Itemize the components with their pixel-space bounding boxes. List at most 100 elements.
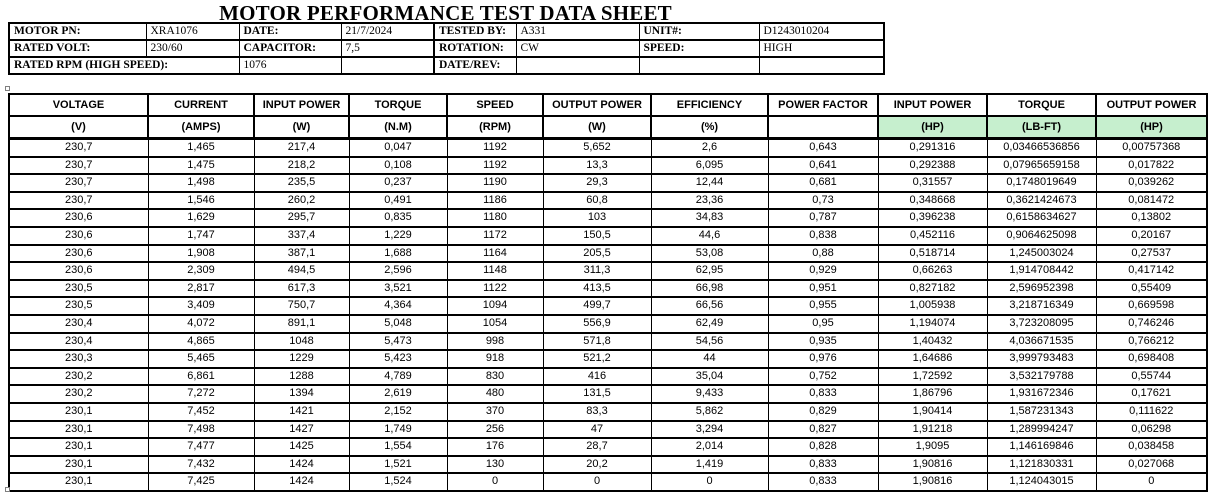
data-cell-output_power_w: 20,2 xyxy=(542,454,652,474)
data-cell-speed_rpm: 1148 xyxy=(446,261,544,280)
data-cell-efficiency: 62,95 xyxy=(650,261,769,280)
table-row: 230,1 7,432 1424 1,521 130 20,2 1,419 0,833 1,90… xyxy=(8,454,1208,474)
data-cell-current: 7,477 xyxy=(147,437,255,456)
data-cell-input_power_w: 1421 xyxy=(253,401,350,421)
data-cell-power_factor: 0,976 xyxy=(767,349,879,368)
header-row: VOLTAGE CURRENT INPUT POWER TORQUE SPEED OUTP… xyxy=(8,93,1208,116)
tested-by-label: TESTED BY: xyxy=(433,22,517,41)
column-header-output_power_hp: OUTPUT POWER xyxy=(1095,93,1208,116)
data-cell-speed_rpm: 1186 xyxy=(446,190,544,210)
data-cell-torque_lbft: 1,931672346 xyxy=(986,384,1097,403)
data-cell-voltage: 230,5 xyxy=(8,278,149,298)
performance-table: VOLTAGE CURRENT INPUT POWER TORQUE SPEED OUTP… xyxy=(8,93,1208,492)
data-cell-torque_lbft: 0,9064625098 xyxy=(986,225,1097,245)
data-cell-input_power_w: 1394 xyxy=(253,384,350,403)
data-cell-input_power_hp: 1,40432 xyxy=(877,331,988,351)
tested-by-value: A331 xyxy=(515,22,640,41)
data-cell-input_power_w: 1048 xyxy=(253,331,350,351)
column-header-torque_nm: TORQUE xyxy=(348,93,448,116)
data-cell-torque_lbft: 4,036671535 xyxy=(986,331,1097,351)
data-cell-speed_rpm: 1172 xyxy=(446,225,544,245)
column-unit-input_power_w: (W) xyxy=(253,115,350,140)
data-cell-current: 4,072 xyxy=(147,313,255,333)
data-cell-output_power_hp: 0,698408 xyxy=(1095,349,1208,368)
table-row: 230,7 1,465 217,4 0,047 1192 5,652 2,6 0,643 0,2… xyxy=(8,137,1208,157)
table-row: 230,1 7,477 1425 1,554 176 28,7 2,014 0,828 1,90… xyxy=(8,437,1208,456)
data-cell-power_factor: 0,73 xyxy=(767,190,879,210)
data-cell-input_power_hp: 1,86796 xyxy=(877,384,988,403)
data-cell-current: 6,861 xyxy=(147,366,255,386)
data-cell-current: 3,409 xyxy=(147,296,255,315)
rated-volt-value: 230/60 xyxy=(145,39,240,58)
data-cell-output_power_w: 150,5 xyxy=(542,225,652,245)
column-unit-torque_nm: (N.M) xyxy=(348,115,448,140)
data-cell-efficiency: 34,83 xyxy=(650,208,769,227)
data-cell-current: 7,498 xyxy=(147,419,255,439)
data-cell-output_power_hp: 0,017822 xyxy=(1095,155,1208,175)
table-anchor-handle-top[interactable] xyxy=(5,86,10,91)
data-cell-input_power_hp: 0,291316 xyxy=(877,137,988,157)
data-cell-output_power_w: 5,652 xyxy=(542,137,652,157)
data-cell-efficiency: 1,419 xyxy=(650,454,769,474)
data-cell-current: 7,272 xyxy=(147,384,255,403)
data-cell-torque_nm: 1,524 xyxy=(348,472,448,491)
data-cell-torque_nm: 1,688 xyxy=(348,243,448,263)
info-row-2: RATED VOLT: 230/60 CAPACITOR: 7,5 ROTATI… xyxy=(8,39,885,58)
capacitor-value: 7,5 xyxy=(340,39,435,58)
data-cell-efficiency: 35,04 xyxy=(650,366,769,386)
data-cell-current: 7,452 xyxy=(147,401,255,421)
column-unit-current: (AMPS) xyxy=(147,115,255,140)
data-cell-power_factor: 0,935 xyxy=(767,331,879,351)
unit-number-label: UNIT#: xyxy=(638,22,760,41)
data-cell-output_power_w: 311,3 xyxy=(542,261,652,280)
data-cell-current: 1,475 xyxy=(147,155,255,175)
data-cell-input_power_hp: 1,91218 xyxy=(877,419,988,439)
data-cell-voltage: 230,5 xyxy=(8,296,149,315)
data-cell-input_power_w: 750,7 xyxy=(253,296,350,315)
motor-pn-value: XRA1076 xyxy=(145,22,240,41)
rated-rpm-label: RATED RPM (HIGH SPEED): xyxy=(8,56,240,75)
data-cell-torque_lbft: 1,146169846 xyxy=(986,437,1097,456)
data-cell-speed_rpm: 1094 xyxy=(446,296,544,315)
data-cell-torque_lbft: 1,587231343 xyxy=(986,401,1097,421)
data-cell-speed_rpm: 1054 xyxy=(446,313,544,333)
data-cell-input_power_w: 1288 xyxy=(253,366,350,386)
data-cell-input_power_hp: 1,005938 xyxy=(877,296,988,315)
data-cell-current: 1,546 xyxy=(147,190,255,210)
data-cell-output_power_w: 28,7 xyxy=(542,437,652,456)
data-cell-torque_nm: 2,596 xyxy=(348,261,448,280)
data-cell-torque_lbft: 3,218716349 xyxy=(986,296,1097,315)
data-cell-power_factor: 0,833 xyxy=(767,384,879,403)
data-cell-power_factor: 0,752 xyxy=(767,366,879,386)
data-cell-output_power_w: 29,3 xyxy=(542,173,652,192)
date-rev-label: DATE/REV: xyxy=(433,56,517,75)
data-cell-output_power_hp: 0,766212 xyxy=(1095,331,1208,351)
data-cell-torque_lbft: 1,289994247 xyxy=(986,419,1097,439)
rotation-value: CW xyxy=(515,39,640,58)
data-cell-voltage: 230,2 xyxy=(8,384,149,403)
data-cell-output_power_hp: 0,13802 xyxy=(1095,208,1208,227)
data-cell-torque_lbft: 2,596952398 xyxy=(986,278,1097,298)
data-cell-output_power_hp: 0,081472 xyxy=(1095,190,1208,210)
rated-rpm-value: 1076 xyxy=(238,56,342,75)
data-cell-power_factor: 0,681 xyxy=(767,173,879,192)
unit-number-value: D1243010204 xyxy=(758,22,885,41)
data-cell-torque_nm: 2,619 xyxy=(348,384,448,403)
data-cell-torque_nm: 1,749 xyxy=(348,419,448,439)
data-cell-current: 2,817 xyxy=(147,278,255,298)
data-cell-input_power_w: 295,7 xyxy=(253,208,350,227)
table-anchor-handle-bottom[interactable] xyxy=(5,487,10,492)
table-row: 230,6 1,629 295,7 0,835 1180 103 34,83 0,787 0,3… xyxy=(8,208,1208,227)
data-cell-input_power_w: 1424 xyxy=(253,472,350,491)
data-cell-current: 1,465 xyxy=(147,137,255,157)
data-cell-current: 1,498 xyxy=(147,173,255,192)
data-cell-torque_nm: 0,491 xyxy=(348,190,448,210)
data-cell-voltage: 230,6 xyxy=(8,243,149,263)
data-cell-speed_rpm: 370 xyxy=(446,401,544,421)
data-cell-efficiency: 12,44 xyxy=(650,173,769,192)
table-row: 230,4 4,865 1048 5,473 998 571,8 54,56 0,935 1,4… xyxy=(8,331,1208,351)
data-cell-output_power_hp: 0,669598 xyxy=(1095,296,1208,315)
data-cell-speed_rpm: 256 xyxy=(446,419,544,439)
column-header-efficiency: EFFICIENCY xyxy=(650,93,769,116)
data-cell-power_factor: 0,787 xyxy=(767,208,879,227)
